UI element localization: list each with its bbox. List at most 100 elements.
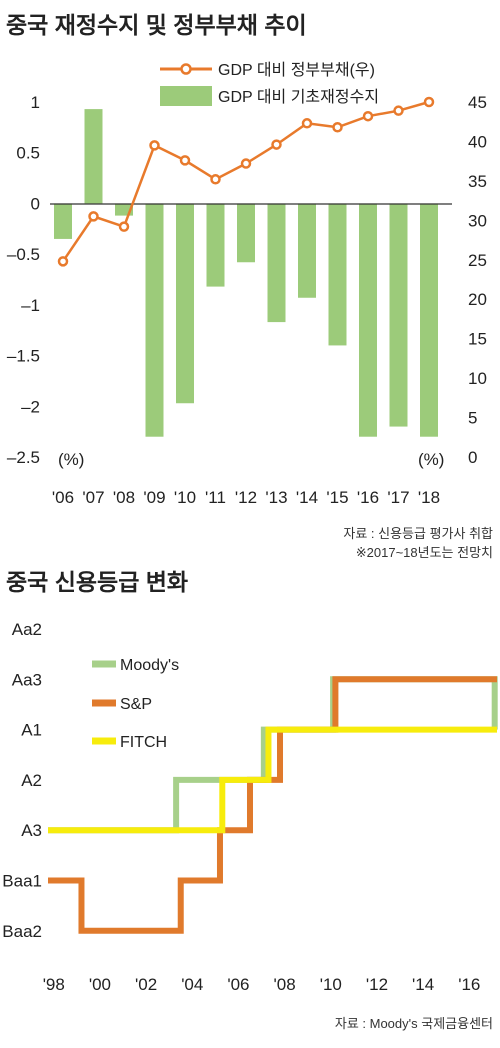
year-tick-label: '06 [227, 975, 249, 994]
debt-point-0 [57, 256, 69, 267]
chart2-source: 자료 : Moody's 국제금융센터 [335, 1016, 493, 1031]
year-tick-label: '16 [458, 975, 480, 994]
chart1-right-unit: (%) [418, 450, 444, 469]
year-tick-label: '10 [320, 975, 342, 994]
rating-line-2 [48, 726, 497, 834]
left-tick-label: 0.5 [16, 144, 40, 163]
x-tick-label: '16 [357, 488, 379, 507]
chart1-debt-line [57, 96, 435, 267]
x-tick-label: '11 [205, 488, 226, 507]
right-tick-label: 25 [468, 251, 487, 270]
rating-tick-label: A1 [21, 721, 42, 740]
chart1-title: 중국 재정수지 및 정부부채 추이 [6, 12, 307, 38]
debt-point-7 [271, 139, 282, 150]
x-tick-label: '08 [113, 488, 135, 507]
legend-moodys-label: Moody's [120, 657, 179, 674]
rating-tick-label: Aa3 [12, 670, 42, 689]
year-tick-label: '14 [412, 975, 434, 994]
bar-1 [84, 109, 103, 204]
left-tick-label: –1.5 [7, 347, 40, 366]
debt-point-10 [362, 110, 374, 122]
legend-debt-label: GDP 대비 정부부채(우) [218, 61, 375, 79]
left-tick-label: 1 [31, 93, 40, 112]
x-tick-label: '07 [82, 488, 104, 507]
bar-12 [420, 203, 438, 437]
debt-point-1 [88, 211, 99, 222]
left-tick-label: –2 [21, 397, 40, 416]
chart1-left-unit: (%) [58, 450, 84, 469]
bar-3 [145, 203, 164, 437]
legend-bar-swatch [160, 86, 212, 106]
right-tick-label: 5 [468, 409, 477, 428]
chart1-right-axis: 45 40 35 30 25 20 15 10 5 0 [468, 93, 487, 467]
year-tick-label: '98 [43, 975, 65, 994]
debt-point-8 [301, 118, 313, 129]
bar-7 [267, 203, 286, 323]
rating-tick-label: Aa2 [12, 620, 42, 639]
right-tick-label: 10 [468, 369, 487, 388]
year-tick-label: '08 [274, 975, 296, 994]
x-tick-label: '09 [143, 488, 165, 507]
right-tick-label: 40 [468, 132, 487, 151]
year-tick-label: '12 [366, 975, 388, 994]
x-tick-label: '10 [174, 488, 196, 507]
chart2-y-axis: Aa2 Aa3 A1 A2 A3 Baa1 Baa2 [2, 620, 42, 941]
bar-8 [298, 203, 316, 298]
left-tick-label: –2.5 [7, 448, 40, 467]
debt-point-3 [149, 140, 160, 151]
left-tick-label: –0.5 [7, 245, 40, 264]
x-tick-label: '12 [235, 488, 257, 507]
chart1-note: ※2017~18년도는 전망치 [356, 545, 493, 560]
chart1-source: 자료 : 신용등급 평가사 취합 [343, 526, 493, 541]
debt-point-2 [118, 221, 130, 232]
year-tick-label: '00 [89, 975, 111, 994]
debt-point-4 [179, 155, 191, 166]
right-tick-label: 45 [468, 93, 487, 112]
rating-tick-label: A3 [21, 821, 42, 840]
year-tick-label: '04 [181, 975, 203, 994]
chart2-rating-lines [48, 676, 498, 934]
rating-tick-label: A2 [21, 771, 42, 790]
legend-marker-swatch [180, 63, 192, 75]
chart1-bars [54, 109, 438, 437]
rating-tick-label: Baa1 [2, 872, 42, 891]
left-tick-label: 0 [31, 194, 40, 213]
bar-5 [206, 203, 225, 287]
x-tick-label: '14 [296, 488, 318, 507]
right-tick-label: 0 [468, 448, 477, 467]
left-tick-label: –1 [21, 296, 40, 315]
debt-point-6 [240, 158, 252, 169]
bar-4 [176, 203, 194, 404]
right-tick-label: 20 [468, 290, 487, 309]
bar-9 [328, 203, 347, 346]
rating-line-1 [48, 676, 497, 934]
x-tick-label: '13 [265, 488, 287, 507]
legend-balance-label: GDP 대비 기초재정수지 [218, 88, 379, 106]
legend-sp-label: S&P [120, 696, 152, 713]
rating-tick-label: Baa2 [2, 922, 42, 941]
x-tick-label: '18 [418, 488, 440, 507]
debt-point-12 [423, 96, 435, 108]
bar-0 [54, 203, 72, 239]
bar-10 [359, 203, 377, 437]
chart1-x-axis: '06 '07 '08 '09 '10 '11 '12 '13 '14 '15 '16 '17 '18 [52, 488, 440, 507]
x-tick-label: '15 [326, 488, 348, 507]
chart2-x-axis: '98 '00 '02 '04 '06 '08 '10 '12 '14 '16 [43, 975, 481, 994]
chart1-left-axis: 1 0.5 0 –0.5 –1 –1.5 –2 –2.5 [7, 93, 40, 467]
chart2-legend: Moody's S&P FITCH [92, 657, 179, 751]
year-tick-label: '02 [135, 975, 157, 994]
bar-6 [237, 203, 255, 263]
chart1-legend: GDP 대비 정부부채(우) GDP 대비 기초재정수지 [160, 61, 379, 106]
debt-point-9 [332, 121, 343, 133]
legend-fitch-label: FITCH [120, 734, 167, 751]
right-tick-label: 15 [468, 330, 487, 349]
debt-point-5 [210, 174, 221, 185]
debt-point-11 [393, 105, 404, 116]
right-tick-label: 30 [468, 211, 487, 230]
right-tick-label: 35 [468, 172, 487, 191]
x-tick-label: '17 [387, 488, 409, 507]
chart2-title: 중국 신용등급 변화 [6, 569, 188, 595]
x-tick-label: '06 [52, 488, 74, 507]
bar-11 [389, 203, 408, 427]
